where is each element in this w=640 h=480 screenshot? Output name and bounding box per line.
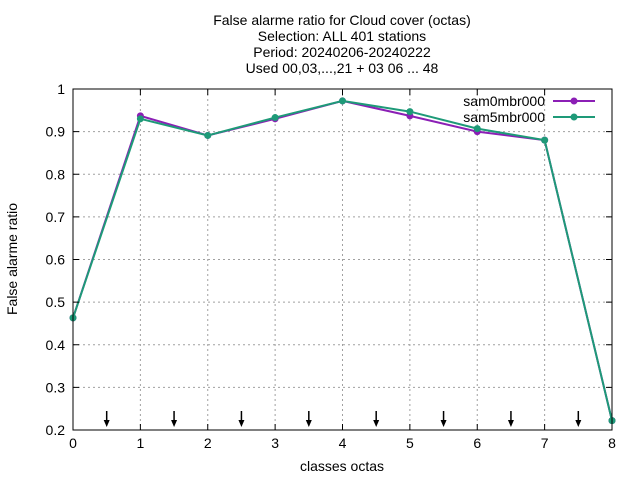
y-tick-label: 0.7 xyxy=(46,209,66,225)
chart-title: False alarme ratio for Cloud cover (octa… xyxy=(213,12,471,76)
title-line: Period: 20240206-20240222 xyxy=(253,44,431,60)
down-arrow-icon xyxy=(373,411,380,427)
down-arrow-icon xyxy=(238,411,245,427)
grid xyxy=(73,89,612,430)
title-line: Selection: ALL 401 stations xyxy=(258,28,426,44)
y-tick-label: 0.5 xyxy=(46,294,66,310)
x-tick-label: 3 xyxy=(271,435,279,451)
x-tick-label: 8 xyxy=(608,435,616,451)
legend-label: sam0mbr000 xyxy=(463,93,545,109)
y-tick-label: 0.4 xyxy=(46,337,66,353)
y-axis-label: False alarme ratio xyxy=(4,203,20,315)
y-tick-label: 0.8 xyxy=(46,166,66,182)
y-tick-label: 0.3 xyxy=(46,379,66,395)
x-tick-label: 5 xyxy=(406,435,414,451)
x-tick-label: 6 xyxy=(473,435,481,451)
x-tick-label: 7 xyxy=(541,435,549,451)
x-tick-label: 2 xyxy=(204,435,212,451)
data-point xyxy=(406,108,414,116)
data-point xyxy=(541,136,549,144)
data-point xyxy=(136,115,144,123)
x-tick-label: 4 xyxy=(339,435,347,451)
tick-marks xyxy=(72,88,613,431)
down-arrow-icon xyxy=(305,411,312,427)
title-line: False alarme ratio for Cloud cover (octa… xyxy=(213,12,471,28)
x-tick-labels: 0 1 2 3 4 5 6 7 8 xyxy=(69,435,616,451)
data-point xyxy=(271,114,279,122)
y-tick-label: 0.9 xyxy=(46,124,66,140)
x-tick-label: 0 xyxy=(69,435,77,451)
down-arrow-icon xyxy=(171,411,178,427)
x-tick-label: 1 xyxy=(136,435,144,451)
legend-marker xyxy=(570,97,578,105)
data-point xyxy=(339,97,346,105)
title-line: Used 00,03,...,21 + 03 06 ... 48 xyxy=(246,60,439,76)
legend-label: sam5mbr000 xyxy=(463,109,545,125)
arrow-markers xyxy=(103,411,582,427)
down-arrow-icon xyxy=(575,411,582,427)
y-tick-labels: 0.2 0.3 0.4 0.5 0.6 0.7 0.8 0.9 1 xyxy=(46,81,66,438)
data-point xyxy=(204,131,212,139)
legend-marker xyxy=(570,113,578,121)
x-axis-label: classes octas xyxy=(300,458,384,474)
y-tick-label: 0.2 xyxy=(46,422,66,438)
y-tick-label: 0.6 xyxy=(46,252,66,268)
down-arrow-icon xyxy=(103,411,110,427)
down-arrow-icon xyxy=(507,411,514,427)
down-arrow-icon xyxy=(440,411,447,427)
y-tick-label: 1 xyxy=(57,81,65,97)
data-point xyxy=(473,125,481,133)
